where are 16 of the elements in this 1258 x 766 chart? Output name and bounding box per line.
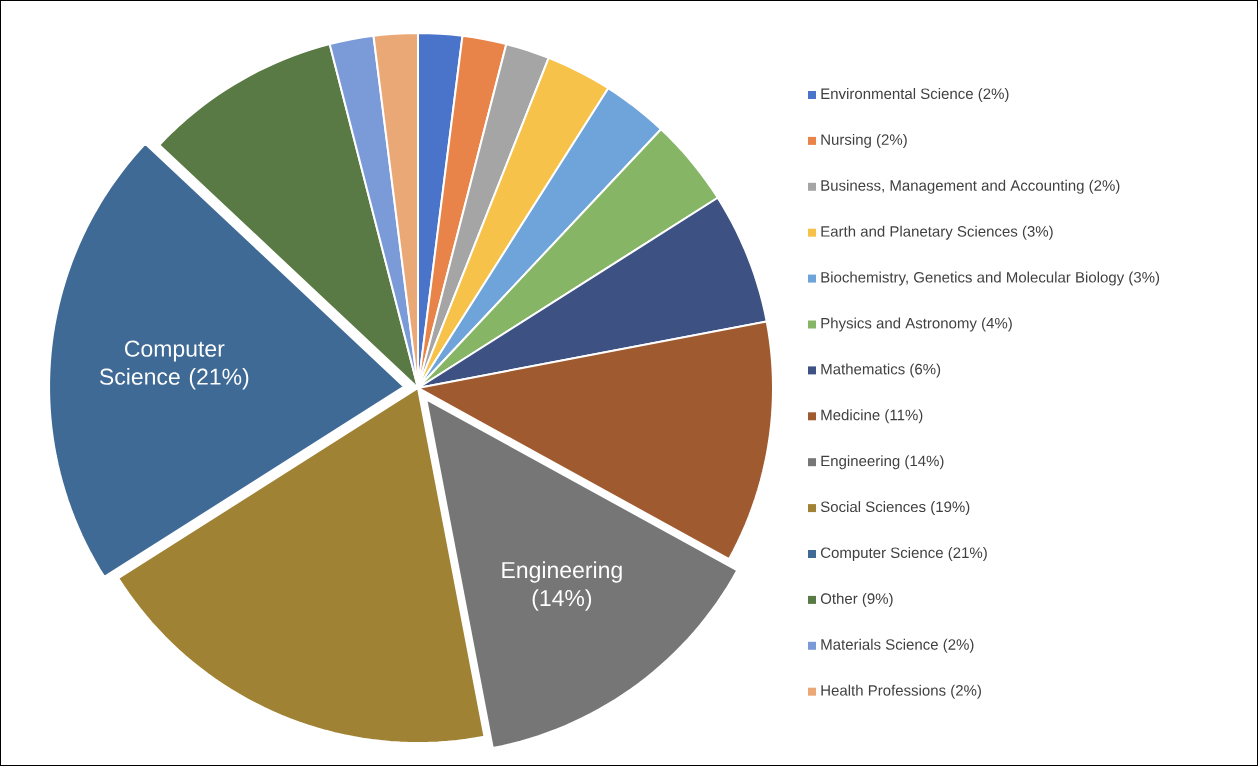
- legend-label: Engineering (14%): [821, 455, 944, 470]
- text: Engineering (14%): [502, 561, 622, 611]
- legend-label: Other (9%): [820, 592, 893, 607]
- legend-label: Health Professions (2%): [821, 684, 981, 699]
- text: Computer Science (21%): [99, 340, 249, 390]
- legend-label: Mathematics (6%): [821, 363, 941, 378]
- legend-label: Nursing (2%): [821, 133, 907, 148]
- legend-label: Business, Management and Accounting (2%): [821, 179, 1120, 194]
- legend-label: Computer Science (21%): [820, 547, 987, 561]
- legend-label: Physics and Astronomy (4%): [821, 317, 1012, 332]
- legend-label: Biochemistry, Genetics and Molecular Biology (3%): [821, 271, 1160, 286]
- legend-label: Earth and Planetary Sciences (3%): [821, 225, 1053, 240]
- legend-label: Social Sciences (19%): [820, 501, 970, 516]
- legend-label: Environmental Science (2%): [821, 88, 1009, 102]
- legend-label: Materials Science (2%): [821, 638, 974, 653]
- legend-label: Medicine (11%): [821, 409, 923, 424]
